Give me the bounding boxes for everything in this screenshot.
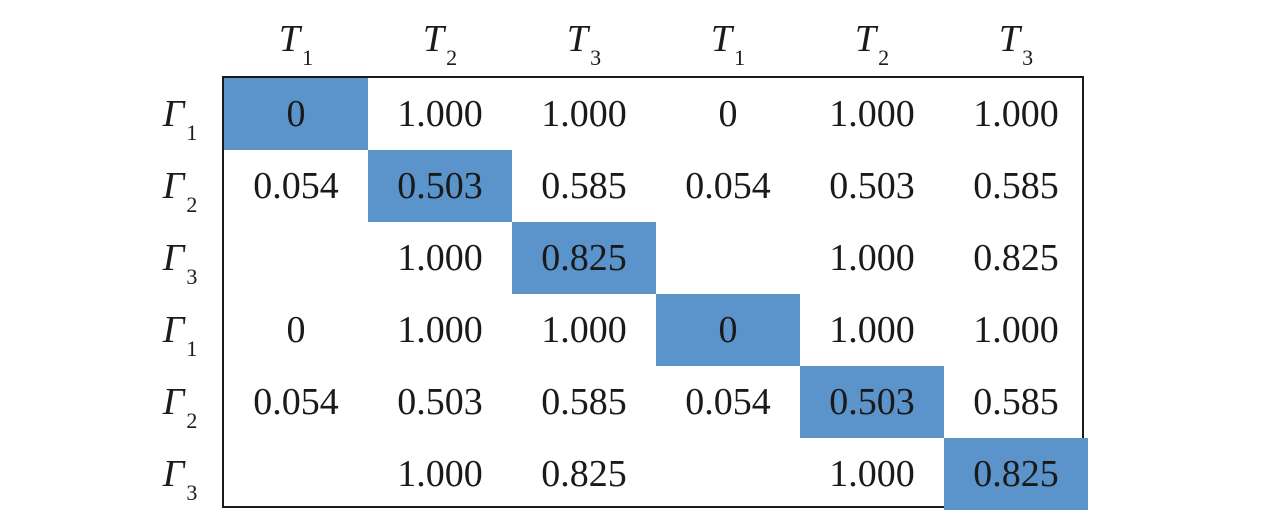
column-header-symbol: T: [998, 18, 1021, 60]
row-header-subscript: 3: [186, 264, 198, 289]
column-header-subscript: 2: [446, 45, 458, 70]
matrix-cell: 1.000: [829, 309, 915, 351]
matrix-cell: 0.585: [973, 381, 1059, 423]
column-header-subscript: 1: [302, 45, 314, 70]
row-header-symbol: Γ: [162, 93, 185, 135]
highlighted-cell: 0: [224, 78, 368, 150]
column-header-symbol: T: [710, 18, 733, 60]
value-matrix: 0 1.000 1.000 0 1.000 1.000 0.054 0.503 0.585 0.0…: [222, 76, 1088, 510]
matrix-cell: 1.000: [973, 93, 1059, 135]
column-header-symbol: T: [278, 18, 301, 60]
matrix-cell: 0: [718, 93, 738, 135]
row-header: Γ3: [140, 222, 220, 294]
column-header-symbol: T: [854, 18, 877, 60]
matrix-cell: [224, 222, 368, 294]
highlighted-cell: 0: [656, 294, 800, 366]
matrix-cell: 0.585: [973, 165, 1059, 207]
matrix-cell: 1.000: [397, 309, 483, 351]
row-header: Γ1: [140, 78, 220, 150]
column-header: T1: [656, 14, 800, 83]
matrix-cell: 1.000: [829, 453, 915, 495]
column-header-subscript: 3: [1022, 45, 1034, 70]
highlighted-cell: 0.825: [512, 222, 656, 294]
matrix-cell: 0.503: [397, 381, 483, 423]
matrix-cell: 1.000: [541, 309, 627, 351]
row-header: Γ2: [140, 366, 220, 438]
highlighted-cell: 0.503: [800, 366, 944, 438]
column-header-subscript: 3: [590, 45, 602, 70]
row-header-subscript: 2: [186, 192, 198, 217]
row-header-symbol: Γ: [162, 309, 185, 351]
row-header: Γ3: [140, 438, 220, 510]
matrix-cell: 0.585: [541, 165, 627, 207]
matrix-cell: 0.054: [253, 381, 339, 423]
column-header-subscript: 1: [734, 45, 746, 70]
matrix-cell: 0.503: [829, 165, 915, 207]
matrix-cell: 1.000: [541, 93, 627, 135]
column-header-subscript: 2: [878, 45, 890, 70]
matrix-cell: 0.054: [685, 381, 771, 423]
column-header: T2: [368, 14, 512, 83]
matrix-cell: 0.585: [541, 381, 627, 423]
matrix-cell: 1.000: [829, 93, 915, 135]
matrix-cell: [656, 438, 800, 510]
row-header: Γ2: [140, 150, 220, 222]
row-header-symbol: Γ: [162, 381, 185, 423]
row-header: Γ1: [140, 294, 220, 366]
row-header-subscript: 2: [186, 408, 198, 433]
column-header: T2: [800, 14, 944, 83]
matrix-cell: [224, 438, 368, 510]
row-header-subscript: 1: [186, 336, 198, 361]
matrix-cell: 1.000: [397, 237, 483, 279]
matrix-cell: 1.000: [397, 453, 483, 495]
highlighted-cell: 0.825: [944, 438, 1088, 510]
row-header-symbol: Γ: [162, 453, 185, 495]
matrix-cell: 0.054: [253, 165, 339, 207]
matrix-cell: 0.825: [973, 237, 1059, 279]
matrix-cell: 1.000: [829, 237, 915, 279]
column-header: T3: [944, 14, 1088, 83]
column-header-symbol: T: [566, 18, 589, 60]
column-header: T1: [224, 14, 368, 83]
matrix-cell: 0.054: [685, 165, 771, 207]
matrix-cell: 0: [286, 309, 306, 351]
row-header-subscript: 3: [186, 480, 198, 505]
row-header-subscript: 1: [186, 120, 198, 145]
matrix-cell: [656, 222, 800, 294]
row-header-symbol: Γ: [162, 165, 185, 207]
column-header: T3: [512, 14, 656, 83]
column-header-symbol: T: [422, 18, 445, 60]
matrix-cell: 0.825: [541, 453, 627, 495]
row-header-symbol: Γ: [162, 237, 185, 279]
highlighted-cell: 0.503: [368, 150, 512, 222]
matrix-cell: 1.000: [973, 309, 1059, 351]
matrix-cell: 1.000: [397, 93, 483, 135]
